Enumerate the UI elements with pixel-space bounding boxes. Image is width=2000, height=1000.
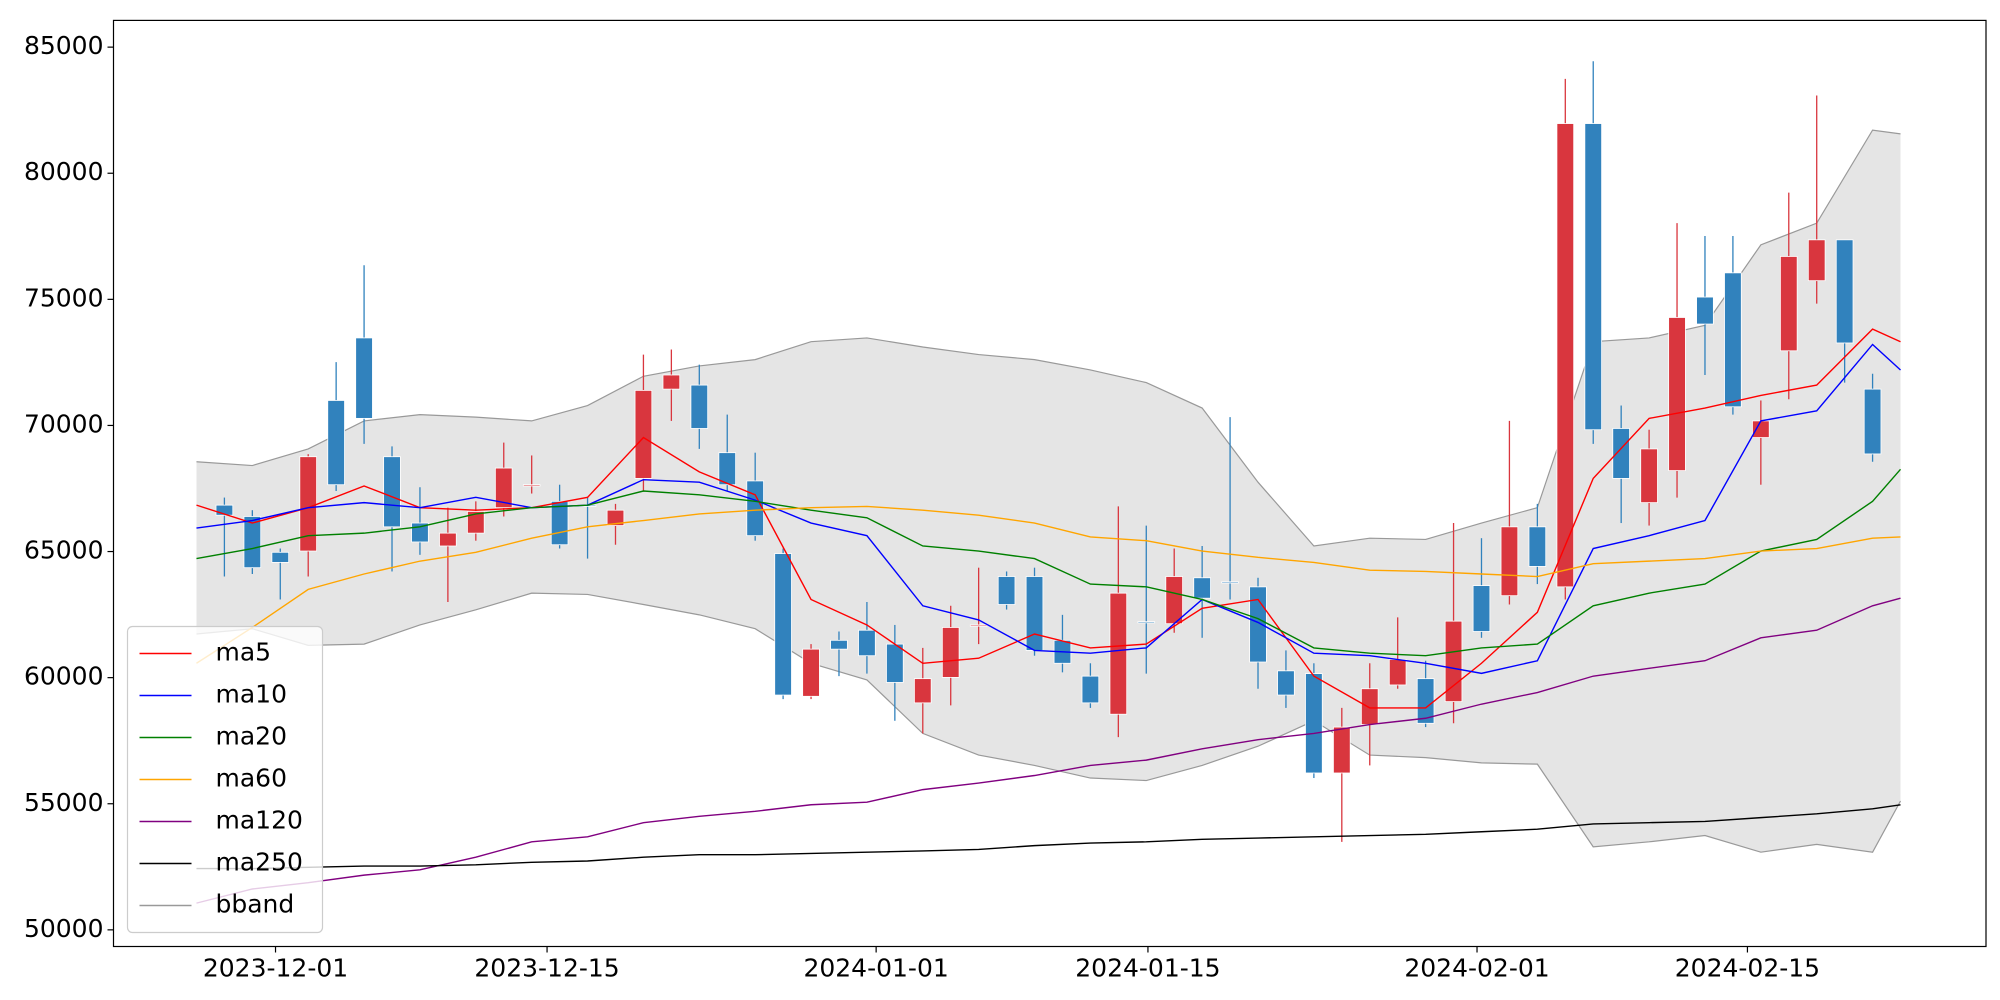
y-tick-label: 80000 (24, 157, 104, 186)
candle-body (1556, 123, 1575, 588)
candle-body (1612, 428, 1630, 479)
candle-body (969, 624, 988, 627)
candle-body (1835, 239, 1854, 344)
candle-body (1193, 577, 1211, 599)
candle-body (634, 389, 653, 479)
candle-body (1696, 296, 1714, 325)
y-tick-label: 85000 (24, 31, 104, 60)
candle-body (243, 516, 262, 569)
candle-body (1584, 123, 1603, 431)
candle-body (1779, 256, 1798, 352)
legend-label: ma250 (216, 848, 303, 877)
candle-body (383, 456, 401, 528)
ma-line (196, 328, 1901, 709)
candle-body (1863, 388, 1882, 455)
candle-body (941, 627, 960, 678)
candle-body (550, 500, 569, 546)
candle-body (467, 511, 485, 534)
candle-body (718, 452, 737, 486)
candle-body (1472, 585, 1491, 632)
candle-body (1081, 675, 1100, 704)
plot-frame (112, 19, 1987, 948)
candle-body (1277, 670, 1295, 696)
candle-body (1221, 581, 1239, 584)
ma-line (196, 468, 1902, 657)
y-tick-label: 75000 (24, 283, 104, 312)
candle-body (439, 532, 457, 547)
x-tick-label: 2024-02-15 (1675, 954, 1820, 983)
candle-body (1249, 586, 1267, 663)
x-tick-label: 2024-01-15 (1075, 954, 1220, 983)
candle-body (1165, 576, 1183, 625)
legend-label: ma120 (216, 806, 303, 835)
candle-body (690, 384, 709, 429)
candle-body (327, 400, 345, 486)
legend: ma5 ma10 ma20 ma60 ma120 ma250 bband (126, 625, 324, 934)
candle-body (1333, 726, 1351, 774)
candle-body (830, 639, 848, 650)
legend-box (126, 625, 324, 934)
candle-body (215, 504, 234, 516)
x-tick-label: 2024-01-01 (803, 954, 948, 983)
candle-body (774, 553, 792, 696)
ma-line (196, 804, 1901, 870)
y-tick-label: 55000 (24, 788, 104, 817)
candle-body (1640, 448, 1658, 504)
legend-label: bband (216, 890, 295, 919)
ma-line (196, 343, 1901, 675)
candle-body (1025, 576, 1044, 651)
candle-body (1752, 420, 1770, 438)
x-tick-label: 2023-12-01 (203, 954, 348, 983)
candle-body (1137, 621, 1156, 624)
candle-body (606, 509, 625, 526)
x-tick-label: 2024-02-01 (1404, 954, 1549, 983)
legend-label: ma60 (216, 764, 287, 793)
candle-body (1668, 317, 1686, 471)
legend-label: ma10 (216, 680, 287, 709)
candle-body (1388, 659, 1407, 686)
candle-body (1528, 526, 1547, 567)
y-tick-label: 50000 (24, 914, 104, 943)
candle-body (662, 374, 681, 390)
y-tick-label: 60000 (24, 662, 104, 691)
candle-body (1305, 673, 1323, 774)
candle-body (1724, 272, 1742, 408)
candle-body (746, 480, 764, 537)
candle-body (522, 484, 541, 487)
band-upper (196, 129, 1901, 547)
candle-body (1360, 688, 1379, 725)
y-tick-label: 65000 (24, 536, 104, 565)
ma-line (196, 505, 1901, 664)
candle-body (1109, 592, 1128, 715)
candle-body (802, 648, 820, 697)
candle-body (997, 576, 1016, 605)
candle-body (858, 629, 876, 657)
x-tick-label: 2023-12-15 (474, 954, 619, 983)
candle-body (914, 678, 932, 704)
candle-body (1500, 526, 1519, 597)
candle-body (1807, 239, 1826, 282)
y-tick-label: 70000 (24, 409, 104, 438)
candle-body (355, 337, 373, 419)
candle-body (494, 467, 513, 509)
legend-label: ma5 (216, 638, 272, 667)
candle-body (886, 643, 904, 683)
ma-line (196, 597, 1901, 904)
candle-body (271, 551, 290, 563)
legend-label: ma20 (216, 722, 287, 751)
band-lower (196, 592, 1902, 853)
